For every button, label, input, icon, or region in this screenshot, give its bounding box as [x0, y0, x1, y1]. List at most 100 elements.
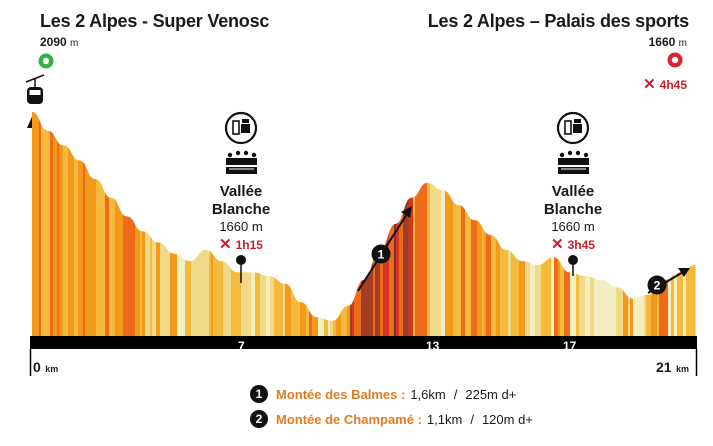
profile-stripe: [425, 112, 428, 337]
profile-stripe: [164, 112, 171, 337]
profile-stripe: [115, 112, 120, 337]
profile-stripe: [508, 112, 512, 337]
profile-stripe: [45, 112, 51, 337]
profile-stripe: [640, 112, 645, 337]
axis-tick-label: 7: [238, 339, 245, 353]
profile-stripe: [152, 112, 157, 337]
profile-stripe: [668, 112, 672, 337]
aid-station-name-line1: Vallée: [219, 183, 263, 200]
climb-2-arrow-icon: [647, 268, 690, 295]
climb-distance: 1,6km: [410, 386, 446, 402]
profile-stripe: [403, 112, 410, 337]
distance-axis-bar: [30, 336, 697, 349]
profile-stripe: [357, 112, 362, 337]
legend-separator: /: [453, 386, 458, 402]
profile-stripe: [646, 112, 652, 337]
start-altitude-unit: m: [70, 38, 79, 49]
climb-gain: 120m d+: [481, 411, 533, 427]
profile-stripe: [383, 112, 390, 337]
profile-stripe: [415, 112, 422, 337]
aid-station-name-line2: Blanche: [211, 201, 271, 218]
profile-stripe: [135, 112, 141, 337]
profile-stripe: [78, 112, 84, 337]
profile-stripe: [57, 112, 60, 337]
end-km-label: 21 km: [656, 359, 689, 377]
profile-stripe: [74, 112, 79, 337]
finish-altitude: 1660 m: [649, 35, 687, 49]
profile-stripe: [59, 112, 62, 337]
profile-stripe: [465, 112, 472, 337]
start-km-label: 0 km: [33, 359, 58, 377]
climb-name: Montée de Champamé :: [276, 411, 422, 427]
profile-stripe: [493, 112, 497, 337]
profile-stripe: [185, 112, 192, 337]
start-altitude-value: 2090: [40, 35, 67, 49]
profile-stripe: [461, 112, 466, 337]
profile-stripe: [36, 112, 40, 337]
fan-zone-icon: [558, 150, 589, 174]
profile-stripe: [692, 112, 696, 337]
aid-station-pin: [568, 255, 578, 276]
profile-stripe: [486, 112, 490, 337]
profile-stripe: [375, 112, 381, 337]
climb-number-badge: 2: [250, 410, 268, 428]
profile-stripe: [333, 112, 337, 337]
finish-name: Les 2 Alpes – Palais des sports: [427, 11, 689, 31]
profile-stripe: [361, 112, 368, 337]
profile-stripe: [306, 112, 310, 337]
profile-stripe: [101, 112, 106, 337]
profile-stripe: [500, 112, 507, 337]
profile-stripe: [441, 112, 446, 337]
profile-stripe: [674, 112, 678, 337]
climb-2-badge-number: 2: [654, 279, 661, 293]
profile-stripe: [519, 112, 526, 337]
profile-stripe: [471, 112, 478, 337]
profile-stripe: [119, 112, 124, 337]
profile-stripe: [427, 112, 431, 337]
profile-stripe: [496, 112, 501, 337]
profile-stripe: [380, 112, 384, 337]
profile-stripe: [630, 112, 634, 337]
profile-stripe: [142, 112, 146, 337]
aid-station-cutoff: ✕ 3h45: [528, 235, 618, 253]
profile-stripe: [177, 112, 184, 337]
profile-stripe: [123, 112, 127, 337]
profile-stripe: [683, 112, 687, 337]
profile-stripe: [172, 112, 178, 337]
profile-stripe: [309, 112, 313, 337]
climb-legend-2: 2 Montée de Champamé : 1,1km / 120m d+: [250, 410, 533, 428]
profile-stripe: [85, 112, 92, 337]
food-drink-icon: [556, 111, 590, 145]
profile-stripe: [663, 112, 669, 337]
profile-stripe: [477, 112, 483, 337]
profile-stripe: [635, 112, 641, 337]
profile-stripe: [686, 112, 693, 337]
aid-station-cutoff: ✕ 1h15: [196, 235, 286, 253]
profile-stripe: [318, 112, 325, 337]
cross-icon: ✕: [219, 236, 232, 253]
aid-station-2: Vallée Blanche 1660 m ✕ 3h45: [528, 183, 618, 253]
profile-stripe: [336, 112, 342, 337]
aid-station-name-line2: Blanche: [543, 201, 603, 218]
aid-station-1: Vallée Blanche 1660 m ✕ 1h15: [196, 183, 286, 253]
profile-stripe: [296, 112, 301, 337]
profile-stripe: [659, 112, 664, 337]
finish-marker-icon: [667, 52, 683, 68]
profile-stripe: [68, 112, 75, 337]
start-km-value: 0: [33, 359, 41, 375]
profile-stripe: [39, 112, 42, 337]
food-drink-icon: [224, 111, 258, 145]
profile-stripe: [513, 112, 520, 337]
profile-stripe: [453, 112, 456, 337]
profile-stripe: [191, 112, 196, 337]
profile-stripe: [291, 112, 297, 337]
profile-stripe: [96, 112, 102, 337]
climb-number-badge: 1: [250, 385, 268, 403]
profile-stripe: [300, 112, 307, 337]
profile-stripe: [109, 112, 116, 337]
profile-stripe: [50, 112, 54, 337]
profile-stripe: [53, 112, 58, 337]
profile-stripe: [396, 112, 400, 337]
profile-stripe: [367, 112, 374, 337]
profile-stripe: [449, 112, 454, 337]
